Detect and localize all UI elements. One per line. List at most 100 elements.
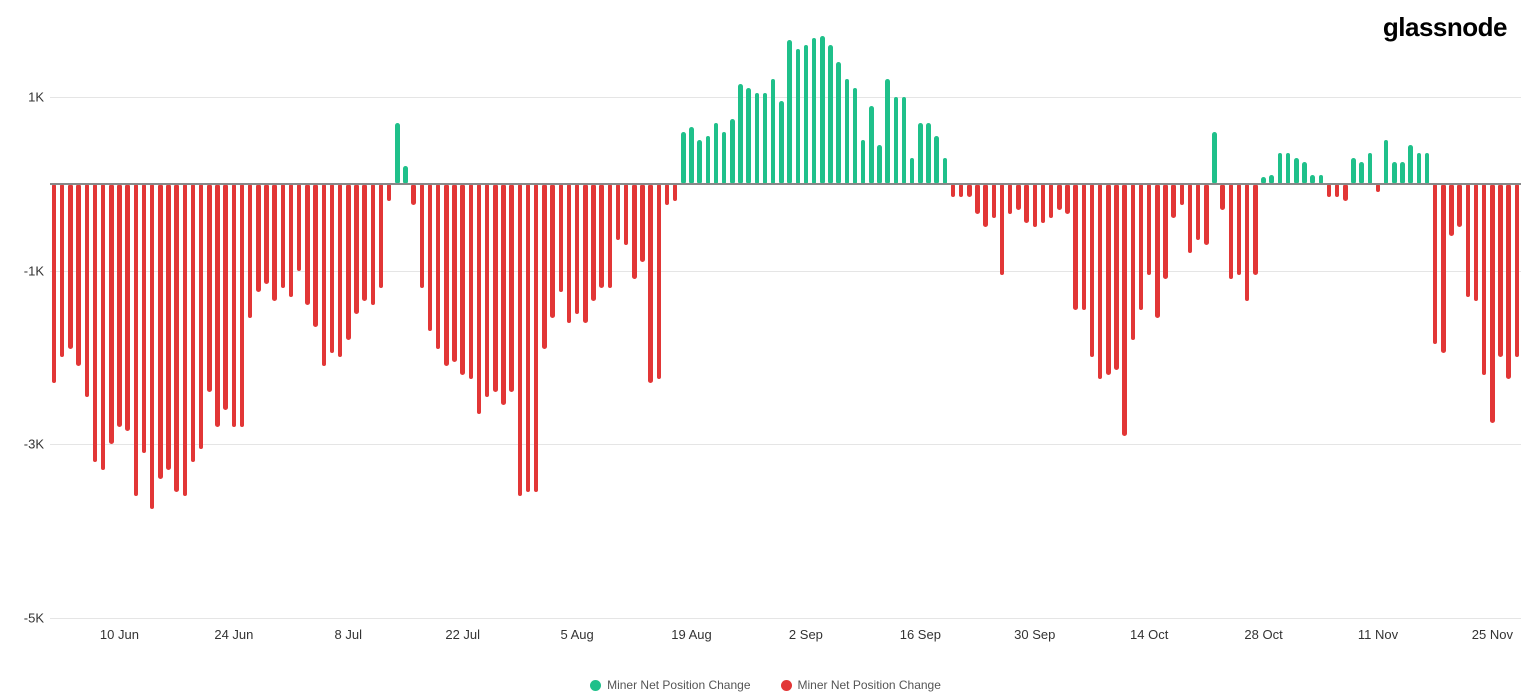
bar xyxy=(1327,184,1331,197)
bar xyxy=(1106,184,1110,375)
bar xyxy=(191,184,195,462)
bar xyxy=(223,184,227,410)
bar xyxy=(460,184,464,375)
bar xyxy=(861,140,865,183)
bar xyxy=(346,184,350,340)
bar xyxy=(853,88,857,184)
bar xyxy=(444,184,448,366)
bar xyxy=(1278,153,1282,183)
bar xyxy=(1171,184,1175,219)
bar xyxy=(591,184,595,301)
bar xyxy=(411,184,415,206)
bar xyxy=(1114,184,1118,371)
bar xyxy=(820,36,824,184)
bar xyxy=(199,184,203,449)
x-axis-label: 16 Sep xyxy=(900,627,941,642)
chart-container: 1K-1K-3K-5K 10 Jun24 Jun8 Jul22 Jul5 Aug… xyxy=(50,10,1521,648)
bar xyxy=(125,184,129,432)
bar xyxy=(1155,184,1159,319)
bar xyxy=(1041,184,1045,223)
bar xyxy=(559,184,563,293)
y-axis-label: -5K xyxy=(10,611,44,626)
legend-item: Miner Net Position Change xyxy=(781,678,941,692)
bar xyxy=(1384,140,1388,183)
bar xyxy=(272,184,276,301)
bar xyxy=(371,184,375,306)
bar xyxy=(934,136,938,184)
bar xyxy=(289,184,293,297)
bar xyxy=(992,184,996,219)
x-axis-label: 8 Jul xyxy=(335,627,362,642)
bar xyxy=(1098,184,1102,379)
bar xyxy=(264,184,268,284)
bar xyxy=(428,184,432,332)
bar xyxy=(796,49,800,184)
bar xyxy=(983,184,987,227)
bar xyxy=(1196,184,1200,240)
bar xyxy=(918,123,922,184)
bar xyxy=(1474,184,1478,301)
bar xyxy=(1515,184,1519,358)
bar xyxy=(101,184,105,471)
bar xyxy=(354,184,358,314)
zero-baseline xyxy=(50,183,1521,185)
bar xyxy=(362,184,366,301)
bar xyxy=(174,184,178,492)
bar xyxy=(836,62,840,184)
bar xyxy=(1065,184,1069,214)
bar xyxy=(322,184,326,366)
bar xyxy=(379,184,383,288)
bar xyxy=(134,184,138,497)
bar xyxy=(1286,153,1290,183)
bar xyxy=(779,101,783,184)
x-axis-label: 30 Sep xyxy=(1014,627,1055,642)
bar xyxy=(387,184,391,201)
bar xyxy=(1245,184,1249,301)
bar xyxy=(1466,184,1470,297)
chart-legend: Miner Net Position ChangeMiner Net Posit… xyxy=(0,678,1531,692)
bar xyxy=(313,184,317,327)
bar xyxy=(567,184,571,323)
bar xyxy=(894,97,898,184)
bar-series xyxy=(50,10,1521,618)
bar xyxy=(755,93,759,184)
bar xyxy=(1490,184,1494,423)
bar xyxy=(657,184,661,379)
bar xyxy=(1302,162,1306,184)
bar xyxy=(93,184,97,462)
bar xyxy=(420,184,424,288)
y-axis-label: -1K xyxy=(10,263,44,278)
bar xyxy=(207,184,211,392)
bar xyxy=(975,184,979,214)
bar xyxy=(885,79,889,183)
bar xyxy=(575,184,579,314)
bar xyxy=(681,132,685,184)
bar xyxy=(1392,162,1396,184)
bar xyxy=(85,184,89,397)
bar xyxy=(1057,184,1061,210)
bar xyxy=(746,88,750,184)
bar xyxy=(1049,184,1053,219)
bar xyxy=(608,184,612,288)
x-axis-label: 2 Sep xyxy=(789,627,823,642)
bar xyxy=(640,184,644,262)
plot-area: 1K-1K-3K-5K 10 Jun24 Jun8 Jul22 Jul5 Aug… xyxy=(50,10,1521,618)
bar xyxy=(869,106,873,184)
bar xyxy=(68,184,72,349)
bar xyxy=(877,145,881,184)
bar xyxy=(926,123,930,184)
bar xyxy=(485,184,489,397)
bar xyxy=(812,38,816,184)
bar xyxy=(469,184,473,379)
bar xyxy=(1082,184,1086,310)
bar xyxy=(1441,184,1445,353)
bar xyxy=(1131,184,1135,340)
bar xyxy=(1024,184,1028,223)
bar xyxy=(1417,153,1421,183)
x-axis-label: 25 Nov xyxy=(1472,627,1513,642)
bar xyxy=(1008,184,1012,214)
bar xyxy=(534,184,538,492)
bar xyxy=(550,184,554,319)
x-axis-label: 5 Aug xyxy=(560,627,593,642)
bar xyxy=(338,184,342,358)
